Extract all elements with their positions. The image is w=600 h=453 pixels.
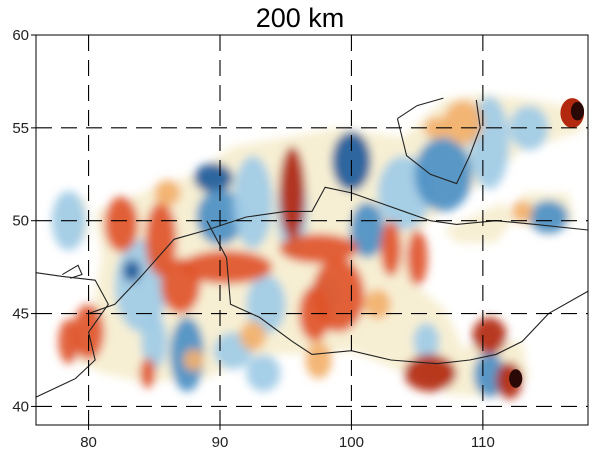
y-tick-label: 45 — [12, 306, 29, 323]
y-tick-label: 50 — [12, 213, 29, 230]
axis-ticks: 80 90 100 110 40 45 50 55 60 — [12, 27, 495, 451]
y-tick-label: 60 — [12, 27, 29, 44]
x-tick-label: 110 — [471, 434, 495, 451]
x-tick-label: 100 — [339, 434, 364, 451]
y-tick-label: 55 — [12, 120, 29, 137]
grid-lines — [36, 35, 588, 425]
x-tick-label: 80 — [80, 434, 97, 451]
boundary-lines — [36, 97, 588, 398]
y-tick-label: 40 — [12, 398, 29, 415]
x-tick-label: 90 — [212, 434, 229, 451]
plot-frame — [35, 34, 589, 426]
map-title: 200 km — [255, 3, 345, 33]
